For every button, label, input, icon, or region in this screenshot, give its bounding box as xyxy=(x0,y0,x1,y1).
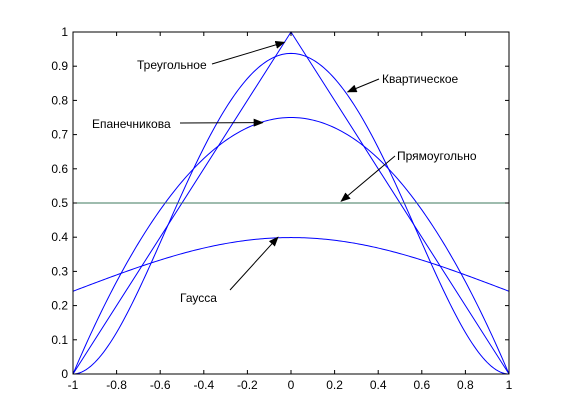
x-tick-label: 1 xyxy=(506,378,513,392)
x-tick-label: 0 xyxy=(288,378,295,392)
y-tick-label: 0.2 xyxy=(51,299,68,313)
annotation-label-gaussian: Гаусса xyxy=(180,291,217,305)
annotation-label-epanechnikov: Епанечникова xyxy=(92,117,171,131)
series-line-gaussian xyxy=(72,237,510,292)
y-tick-label: 0.3 xyxy=(51,264,68,278)
y-tick-label: 0.1 xyxy=(51,333,68,347)
series-layer xyxy=(72,31,510,375)
y-tick-label: 1 xyxy=(61,25,68,39)
annotation-arrow-uniform xyxy=(340,155,396,202)
x-tick-label: -0.4 xyxy=(193,378,214,392)
x-tick-label: 0.4 xyxy=(370,378,387,392)
annotation-label-uniform: Прямоугольно xyxy=(397,149,477,163)
x-tick-label: 0.2 xyxy=(326,378,343,392)
annotation-arrow-triangular xyxy=(211,41,286,65)
annotation-label-triangular: Треугольное xyxy=(137,58,207,72)
annotation-arrow-gaussian xyxy=(229,236,279,291)
y-tick-label: 0.7 xyxy=(51,128,68,142)
annotations-layer: Треугольное Квартическое Епанечникова Прямо… xyxy=(92,41,477,305)
x-tick-label: -0.8 xyxy=(106,378,127,392)
axes-layer: -1 -0.8 -0.6 -0.4 -0.2 0 0.2 0.4 0.6 0.8 1 0 0.1 0.2 0… xyxy=(51,25,512,392)
y-tick-label: 0.6 xyxy=(51,162,68,176)
x-tick-label: -1 xyxy=(68,378,79,392)
y-tick-label: 0.8 xyxy=(51,93,68,107)
series-line-epanechnikov xyxy=(72,116,510,375)
y-tick-label: 0.5 xyxy=(51,196,68,210)
y-tick-label: 0.9 xyxy=(51,59,68,73)
annotation-arrow-quartic xyxy=(346,78,380,93)
x-tick-label: -0.6 xyxy=(150,378,171,392)
x-tick-label: 0.6 xyxy=(413,378,430,392)
x-tick-label: -0.2 xyxy=(237,378,258,392)
annotation-label-quartic: Квартическое xyxy=(382,72,458,86)
y-tick-label: 0.4 xyxy=(51,230,68,244)
y-tick-label: 0 xyxy=(61,367,68,381)
x-tick-label: 0.8 xyxy=(457,378,474,392)
series-line-quartic xyxy=(72,52,510,375)
